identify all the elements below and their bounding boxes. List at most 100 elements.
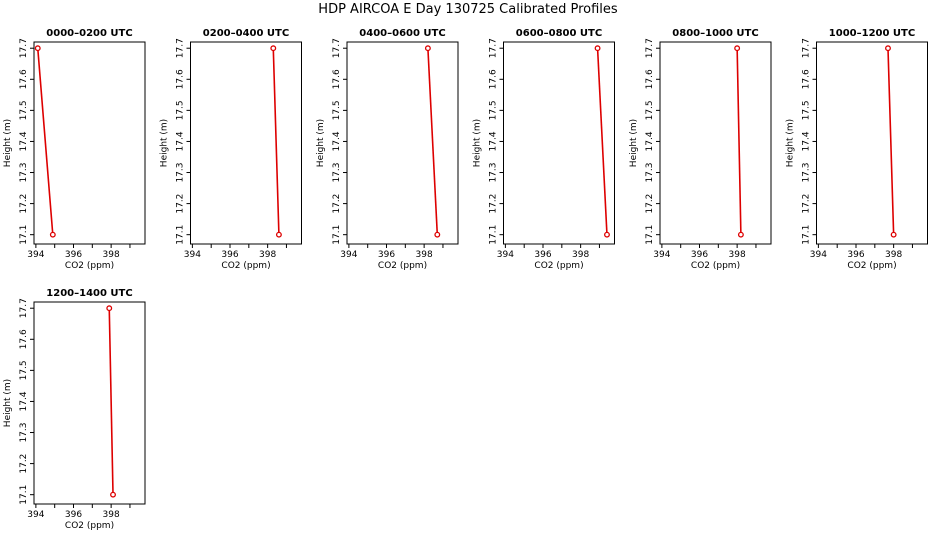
plot-frame <box>190 41 302 245</box>
y-tick-label: 17.7 <box>645 38 655 58</box>
y-tick-label: 17.1 <box>489 225 499 245</box>
x-tick-label: 394 <box>340 250 357 260</box>
chart-panel-3: 0400–0600 UTC 394 396 398 17.1 17.2 17.3 17.4 17… <box>316 28 459 271</box>
y-tick-label: 17.6 <box>19 329 29 349</box>
data-point <box>275 231 282 238</box>
y-tick-label: 17.2 <box>176 194 186 214</box>
y-axis-label: Height (m) <box>3 119 13 167</box>
x-axis-label: CO2 (ppm) <box>65 261 114 271</box>
x-tick-label: 394 <box>497 250 514 260</box>
profile-line <box>736 48 742 235</box>
y-axis-label: Height (m) <box>473 119 483 167</box>
data-point <box>734 45 741 52</box>
x-axis-label: CO2 (ppm) <box>534 261 583 271</box>
x-tick-label: 394 <box>653 250 670 260</box>
y-tick-label: 17.6 <box>332 69 342 89</box>
profile-line <box>36 48 54 235</box>
x-tick-label: 398 <box>885 250 902 260</box>
x-tick-label: 398 <box>103 510 120 520</box>
y-tick-label: 17.3 <box>645 162 655 182</box>
x-tick-label: 394 <box>27 510 44 520</box>
data-point <box>594 45 601 52</box>
y-tick-label: 17.4 <box>802 131 812 151</box>
y-tick-label: 17.4 <box>176 131 186 151</box>
x-tick-label: 398 <box>572 250 589 260</box>
x-tick-label: 396 <box>378 250 395 260</box>
panel-title: 0600–0800 UTC <box>516 28 602 39</box>
data-point <box>885 45 891 52</box>
profile-line <box>272 48 280 235</box>
panel-title: 1000–1200 UTC <box>829 28 915 39</box>
y-tick-label: 17.7 <box>176 38 186 58</box>
y-tick-label: 17.1 <box>645 225 655 245</box>
y-axis-label: Height (m) <box>160 119 170 167</box>
panel-title: 0800–1000 UTC <box>672 28 758 39</box>
chart-panel-1: 0000–0200 UTC 394 396 398 17.1 17.2 17.3 17.4 17… <box>3 28 146 271</box>
x-tick-label: 394 <box>184 250 201 260</box>
y-tick-label: 17.4 <box>19 131 29 151</box>
x-tick-label: 398 <box>729 250 746 260</box>
plot-frame <box>659 41 772 245</box>
data-point <box>890 231 897 238</box>
y-tick-label: 17.7 <box>332 38 342 58</box>
plot-frame <box>33 301 146 505</box>
chart-panel-4: 0600–0800 UTC 394 396 398 17.1 17.2 17.3 17.4 17… <box>473 28 615 271</box>
y-tick-label: 17.6 <box>802 69 812 89</box>
data-point <box>110 491 116 498</box>
page-title: HDP AIRCOA E Day 130725 Calibrated Profi… <box>318 2 618 17</box>
plot-frame <box>346 41 459 245</box>
y-tick-label: 17.6 <box>645 69 655 89</box>
y-axis-label: Height (m) <box>786 119 796 167</box>
y-tick-label: 17.5 <box>176 100 186 120</box>
plot-frame <box>816 41 928 245</box>
x-axis-label: CO2 (ppm) <box>65 521 114 531</box>
x-tick-label: 398 <box>103 250 120 260</box>
x-tick-label: 398 <box>416 250 433 260</box>
x-tick-label: 396 <box>65 250 82 260</box>
y-tick-label: 17.2 <box>802 194 812 214</box>
y-tick-label: 17.1 <box>19 485 29 505</box>
y-tick-label: 17.5 <box>645 100 655 120</box>
y-tick-label: 17.7 <box>802 38 812 58</box>
data-point <box>106 305 113 312</box>
y-tick-label: 17.4 <box>489 131 499 151</box>
y-tick-label: 17.3 <box>19 162 29 182</box>
x-tick-label: 396 <box>534 250 551 260</box>
y-tick-label: 17.5 <box>802 100 812 120</box>
profile-line <box>427 48 439 235</box>
y-tick-label: 17.1 <box>332 225 342 245</box>
y-tick-label: 17.1 <box>176 225 186 245</box>
y-tick-label: 17.6 <box>176 69 186 89</box>
x-tick-label: 394 <box>27 250 44 260</box>
x-tick-label: 396 <box>65 510 82 520</box>
y-tick-label: 17.1 <box>802 225 812 245</box>
y-tick-label: 17.3 <box>802 162 812 182</box>
x-axis-label: CO2 (ppm) <box>221 261 270 271</box>
y-tick-label: 17.1 <box>19 225 29 245</box>
data-point <box>34 45 41 52</box>
y-tick-label: 17.2 <box>19 454 29 474</box>
panel-title: 0000–0200 UTC <box>46 28 132 39</box>
profile-line <box>108 308 114 495</box>
y-tick-label: 17.4 <box>645 131 655 151</box>
plot-frame <box>33 41 146 245</box>
x-axis-label: CO2 (ppm) <box>378 261 427 271</box>
y-tick-label: 17.2 <box>645 194 655 214</box>
x-axis-label: CO2 (ppm) <box>847 261 896 271</box>
chart-panel-5: 0800–1000 UTC 394 396 398 17.1 17.2 17.3 17.4 17… <box>629 28 772 271</box>
data-point <box>737 231 744 238</box>
y-tick-label: 17.6 <box>19 69 29 89</box>
data-point <box>270 45 277 52</box>
y-tick-label: 17.5 <box>332 100 342 120</box>
y-axis-label: Height (m) <box>3 379 13 427</box>
panel-title: 1200–1400 UTC <box>46 288 132 299</box>
y-tick-label: 17.5 <box>19 360 29 380</box>
x-tick-label: 396 <box>691 250 708 260</box>
y-tick-label: 17.4 <box>332 131 342 151</box>
y-tick-label: 17.2 <box>332 194 342 214</box>
x-tick-label: 398 <box>259 250 276 260</box>
y-tick-label: 17.7 <box>19 38 29 58</box>
x-tick-label: 396 <box>847 250 864 260</box>
